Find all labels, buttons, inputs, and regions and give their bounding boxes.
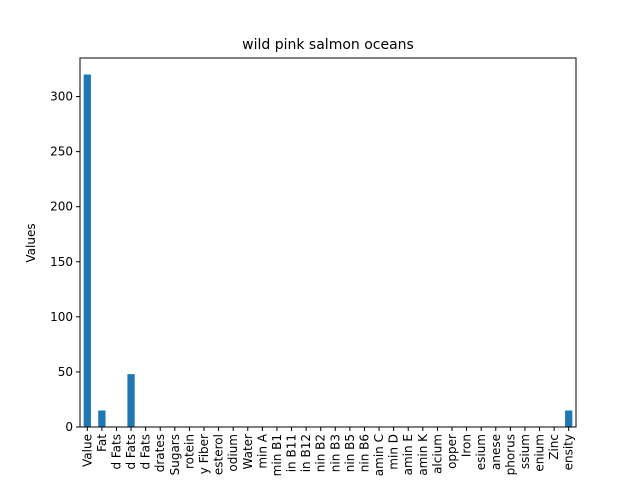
x-tick-label: y Fiber [197, 434, 211, 474]
y-tick-label: 300 [50, 90, 73, 104]
y-tick-label: 0 [65, 420, 73, 434]
bar [565, 410, 573, 427]
x-tick-label: phorus [503, 434, 517, 475]
x-tick-label: ensity [562, 434, 576, 470]
x-tick-label: opper [445, 434, 459, 469]
x-tick-label: d Fats [124, 434, 138, 470]
x-tick-label: esium [474, 434, 488, 470]
y-tick-label: 50 [58, 365, 73, 379]
x-tick-label: enium [533, 434, 547, 472]
bar [98, 410, 106, 427]
x-tick-label: amin C [372, 434, 386, 476]
x-tick-label: min B1 [270, 434, 284, 476]
x-tick-label: odium [226, 434, 240, 472]
x-tick-label: amin K [416, 433, 430, 476]
y-axis-label: Values [24, 223, 38, 262]
y-tick-label: 200 [50, 200, 73, 214]
x-tick-label: Zinc [547, 434, 561, 460]
bar [83, 74, 91, 428]
x-tick-label: d Fats [139, 434, 153, 470]
y-axis: 0 50 100 150 200 250 300 [50, 90, 80, 434]
x-tick-label: nin B5 [343, 434, 357, 472]
x-tick-label: drates [153, 434, 167, 472]
x-tick-label: min A [255, 433, 269, 468]
x-tick-label: esterol [212, 434, 226, 475]
plot-frame [79, 57, 577, 428]
y-tick-label: 100 [50, 310, 73, 324]
x-tick-label: alcium [430, 434, 444, 474]
x-tick-label: rotein [182, 434, 196, 469]
x-tick-label: ssium [518, 434, 532, 469]
x-tick-label: Value [80, 434, 94, 467]
x-tick-label: nin B3 [328, 434, 342, 472]
x-tick-label: Sugars [168, 434, 182, 475]
x-axis: Value Fat d Fats d Fats d Fats drates Sugars ro… [80, 427, 576, 476]
x-tick-label: Water [241, 434, 255, 470]
chart-title: wild pink salmon oceans [242, 37, 414, 53]
x-tick-label: amin E [401, 434, 415, 475]
x-tick-label: in B12 [299, 434, 313, 472]
x-tick-label: in B11 [285, 434, 299, 472]
x-tick-label: min D [387, 434, 401, 470]
x-tick-label: d Fats [109, 434, 123, 470]
y-tick-label: 250 [50, 145, 73, 159]
x-tick-label: nin B2 [314, 434, 328, 472]
bar [127, 374, 135, 427]
x-tick-label: Fat [95, 434, 109, 452]
x-tick-label: nin B6 [357, 434, 371, 472]
y-tick-label: 150 [50, 255, 73, 269]
x-tick-label: Iron [460, 434, 474, 457]
x-tick-label: anese [489, 434, 503, 470]
bars-group [83, 74, 573, 428]
